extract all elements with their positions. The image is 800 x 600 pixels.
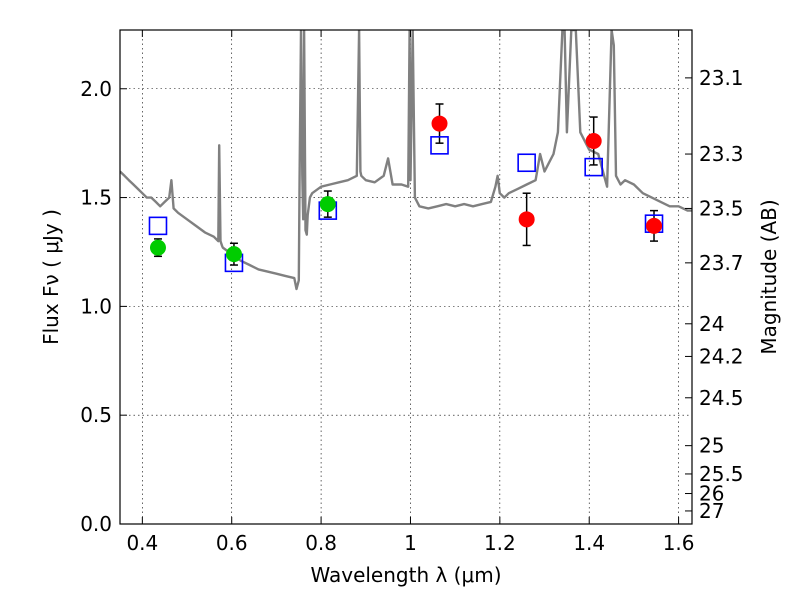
magnitude-tick-label: 23.1 [699,66,744,90]
x-axis-label: Wavelength λ (μm) [310,563,501,587]
model-flux-square [148,216,168,236]
plot-area [120,30,692,291]
x-tick-label: 0.8 [305,531,337,555]
y-axis-label-left: Flux Fν ( μJy ) [39,209,63,345]
x-tick-label: 0.6 [216,531,248,555]
x-tick-label: 1.2 [484,531,516,555]
magnitude-tick-label: 24.2 [699,344,744,368]
observed-flux-point [646,217,663,234]
magnitude-tick-label: 26 [699,482,724,506]
magnitude-tick-label: 23.5 [699,196,744,220]
y-tick-label: 2.0 [80,77,112,101]
magnitude-tick-label: 24.5 [699,386,744,410]
y-tick-label: 0.5 [80,403,112,427]
model-flux-square [430,136,449,155]
x-tick-label: 1.4 [573,531,605,555]
magnitude-tick-label: 25.5 [699,462,744,486]
plot-content [120,30,692,291]
model-flux-square [584,157,603,177]
observed-flux-point [518,211,535,228]
axes-frame [119,29,693,525]
magnitude-tick-label: 23.7 [699,251,744,275]
observed-flux-point [225,246,242,263]
axis-ticks: 0.4 0.6 0.8 1 1.2 1.4 1.6 0.0 0.5 1.0 1.5 2.0 23.1 23… [80,30,744,555]
magnitude-tick-label: 27 [699,499,724,523]
x-tick-label: 1.6 [663,531,695,555]
y-tick-label: 1.0 [80,294,112,318]
observed-flux-point [431,115,448,132]
model-flux-square [517,153,536,173]
magnitude-tick-label: 24 [699,312,724,336]
magnitude-tick-label: 23.3 [699,142,744,166]
model-spectrum-line [120,30,692,291]
x-tick-label: 1 [404,531,417,555]
x-tick-label: 0.4 [126,531,158,555]
y-tick-label: 0.0 [80,512,112,536]
observed-flux-point [149,239,166,256]
magnitude-tick-label: 25 [699,434,724,458]
y-tick-label: 1.5 [80,186,112,210]
y-axis-label-right: Magnitude (AB) [757,199,781,354]
observed-flux-point [585,132,602,149]
observed-flux-point [319,196,336,213]
